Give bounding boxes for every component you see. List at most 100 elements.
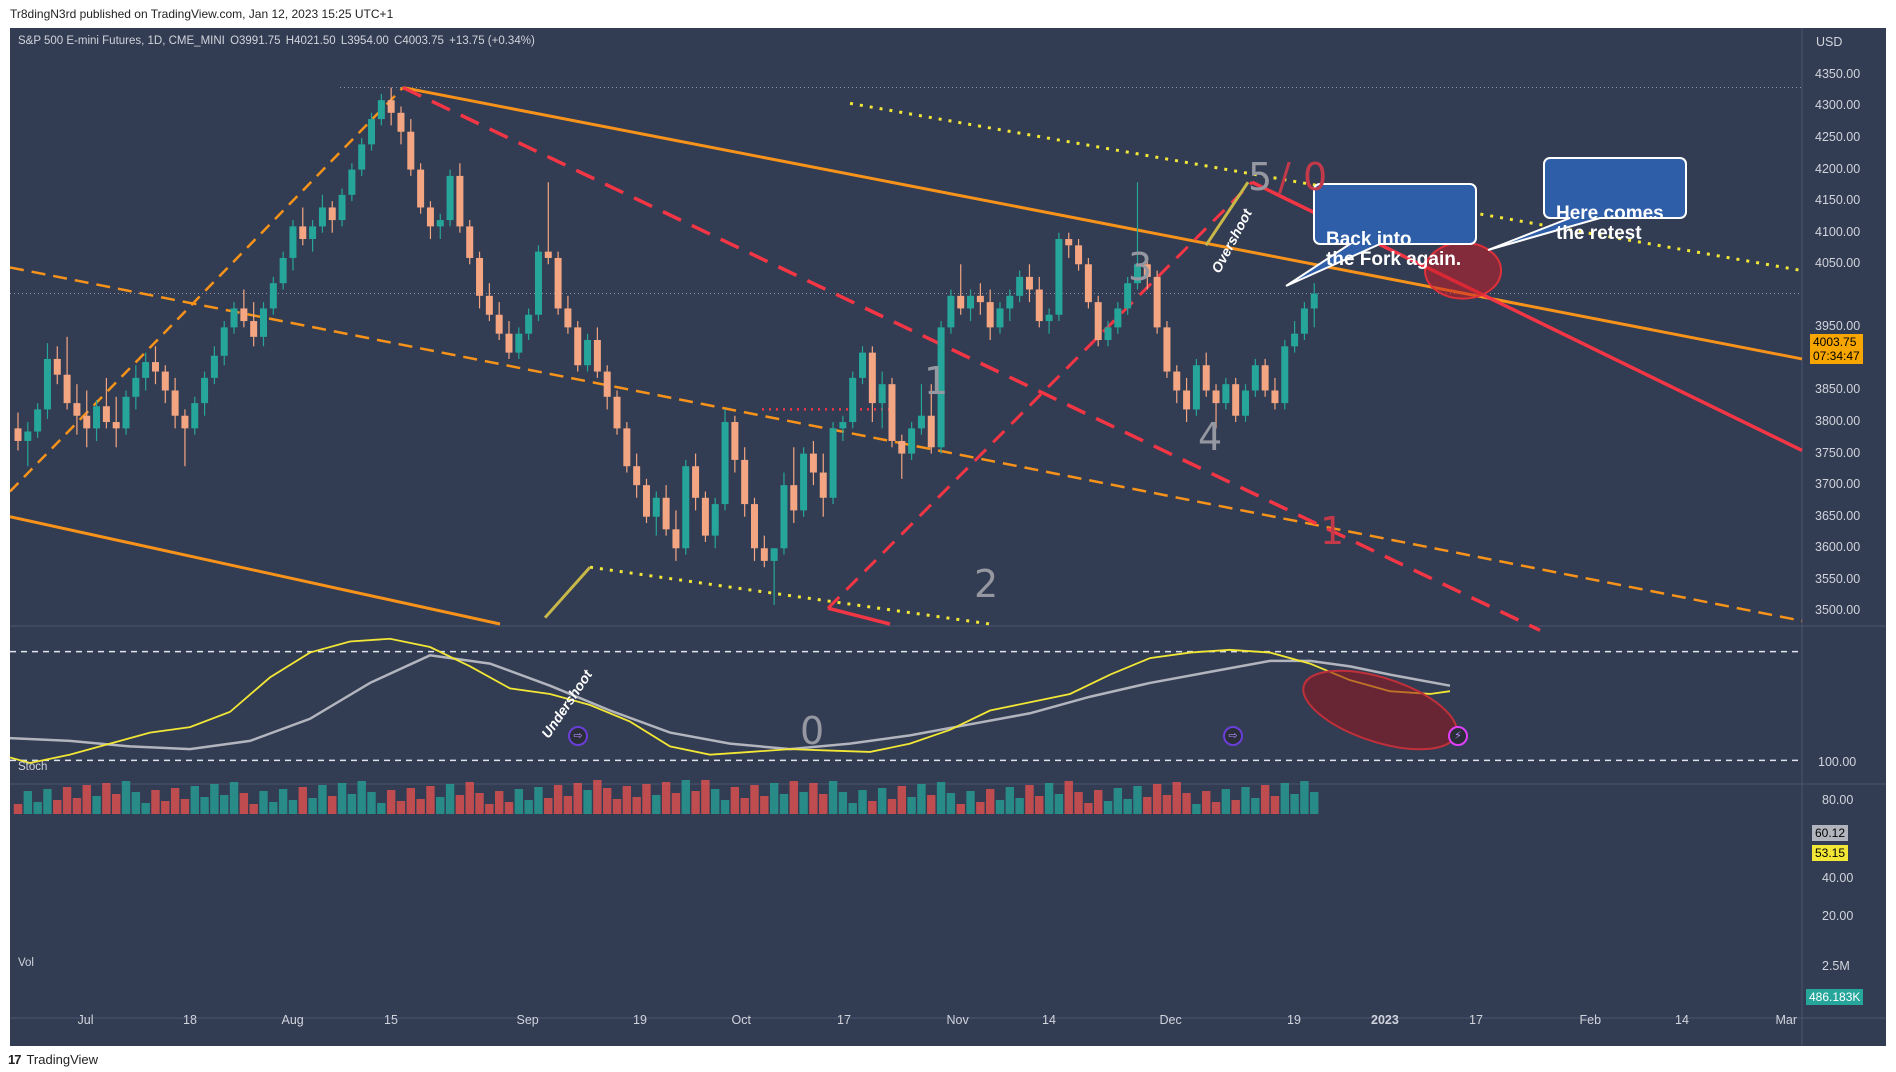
candle-body (1300, 308, 1308, 334)
candle-body (898, 440, 906, 454)
wave-1-label: 1 (924, 359, 949, 403)
wave-5-label: 5 (1248, 155, 1273, 199)
candle-body (53, 358, 61, 375)
volume-bar (455, 795, 465, 814)
publisher-line: Tr8dingN3rd published on TradingView.com… (10, 7, 394, 21)
fork-handle-line (10, 86, 404, 493)
candle-body (318, 207, 326, 227)
candle-body (485, 295, 493, 315)
candle-body (260, 308, 267, 337)
price-tick-label: 3950.00 (1815, 319, 1861, 334)
volume-bar (1015, 798, 1024, 814)
candle-body (14, 428, 22, 441)
candle-body (1271, 390, 1279, 404)
callout-back-line2: the Fork again. (1326, 249, 1462, 270)
candle-body (1202, 365, 1210, 391)
candle-body (1104, 327, 1112, 340)
candle-body (1084, 264, 1092, 303)
dividend-event-icon[interactable]: ⇨ (568, 726, 588, 746)
time-tick-label: 15 (384, 1013, 398, 1027)
candle-body (1212, 390, 1220, 404)
undershoot-segment (543, 566, 592, 619)
volume-bar (593, 780, 602, 814)
volume-bar (475, 793, 484, 814)
candle-body (800, 453, 808, 511)
volume-bar (858, 790, 867, 814)
volume-bar (445, 784, 455, 814)
volume-bar (220, 795, 229, 814)
candle-body (1192, 365, 1200, 410)
candle-body (338, 194, 346, 221)
ticker-high: H4021.50 (285, 35, 336, 47)
volume-bar (524, 800, 533, 814)
candle-body (289, 226, 297, 258)
volume-bar (416, 799, 425, 814)
last-price-value: 4003.75 (1813, 335, 1857, 349)
volume-bar (465, 782, 474, 814)
candle-body (24, 431, 32, 441)
candle-body (780, 485, 788, 549)
candle-body (525, 314, 533, 334)
volume-bar (13, 804, 23, 814)
candle-body (1153, 276, 1161, 328)
volume-bar (956, 804, 965, 814)
candle-body (397, 112, 405, 132)
candle-body (574, 327, 582, 366)
candle-body (741, 459, 749, 505)
candle-body (1114, 308, 1122, 328)
wave-0-top-label: 0 (1303, 155, 1328, 199)
last-price-tag: 4003.75 07:34:47 (1810, 334, 1863, 364)
price-tick-label: 4350.00 (1815, 66, 1861, 81)
volume-bar (652, 795, 661, 814)
volume-bar (1123, 799, 1132, 814)
callout-retest-box (1487, 157, 1687, 251)
volume-bar (887, 799, 897, 814)
candle-body (917, 415, 925, 429)
tradingview-footer[interactable]: 17 TradingView (8, 1050, 98, 1068)
volume-bar (534, 787, 543, 814)
volume-bar (603, 788, 612, 814)
candle-body (1124, 283, 1132, 309)
volume-bar (1211, 802, 1221, 814)
candle-body (1163, 327, 1171, 372)
dividend-event-icon[interactable]: ⇨ (1223, 726, 1243, 746)
volume-bar (897, 786, 906, 814)
candle-body (240, 308, 248, 322)
volume-bar (337, 783, 347, 814)
candle-body (662, 497, 670, 530)
volume-bar (740, 798, 749, 814)
ticker-open: O3991.75 (230, 35, 281, 47)
candle-body (1094, 302, 1102, 340)
volume-bar (1231, 800, 1240, 814)
candle-body (1232, 384, 1240, 416)
stoch-d-tag: 60.12 (1812, 825, 1849, 841)
volume-bar (769, 783, 779, 814)
time-tick-label: Oct (731, 1013, 751, 1027)
time-tick-label: 2023 (1371, 1013, 1399, 1027)
volume-bar (622, 786, 632, 814)
price-tick-label: 4050.00 (1815, 256, 1861, 271)
candle-body (751, 504, 758, 549)
candle-body (201, 377, 209, 404)
price-tick-label: 3500.00 (1815, 603, 1861, 618)
ticker-legend: S&P 500 E-mini Futures, 1D, CME_MINI O39… (18, 35, 537, 47)
candle-body (564, 308, 572, 328)
time-tick-label: Nov (946, 1013, 969, 1027)
candle-body (73, 403, 81, 416)
chart-area[interactable] (10, 28, 1886, 1046)
volume-bar (661, 782, 671, 814)
fork-lower-line (10, 515, 501, 626)
volume-bar (249, 804, 258, 814)
time-tick-label: Dec (1159, 1013, 1182, 1027)
volume-bar (720, 800, 730, 814)
split-event-icon[interactable]: ⚡ (1448, 726, 1468, 746)
candle-body (721, 422, 729, 505)
volume-bar (318, 785, 327, 814)
candle-body (191, 403, 199, 429)
chart-canvas[interactable] (10, 28, 1886, 1046)
candle-body (102, 406, 110, 423)
volume-bar (632, 797, 641, 814)
price-tick-label: 3550.00 (1815, 571, 1861, 586)
volume-bar (691, 791, 700, 814)
volume-bar (210, 784, 219, 814)
